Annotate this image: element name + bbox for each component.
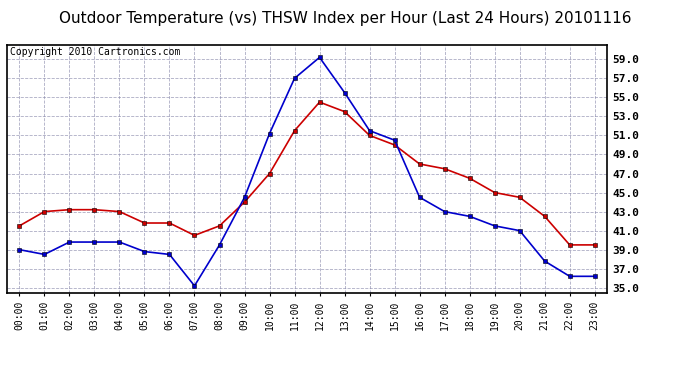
Text: Copyright 2010 Cartronics.com: Copyright 2010 Cartronics.com [10,48,180,57]
Text: Outdoor Temperature (vs) THSW Index per Hour (Last 24 Hours) 20101116: Outdoor Temperature (vs) THSW Index per … [59,11,631,26]
